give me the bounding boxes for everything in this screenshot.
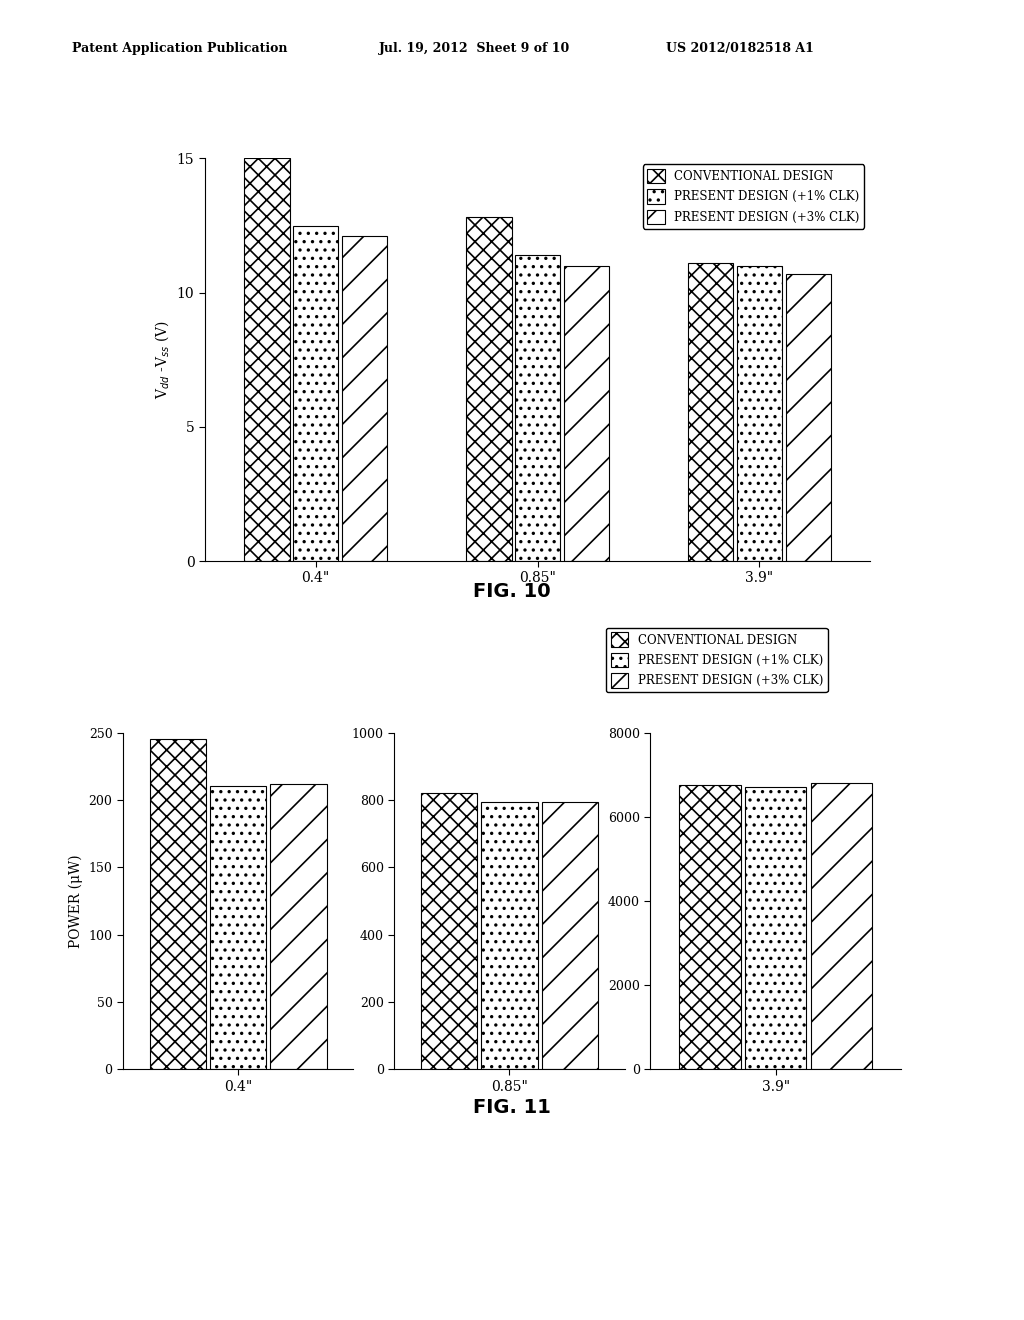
Bar [563, 265, 609, 561]
Bar [688, 263, 733, 561]
Bar [679, 785, 740, 1069]
Legend: CONVENTIONAL DESIGN, PRESENT DESIGN (+1% CLK), PRESENT DESIGN (+3% CLK): CONVENTIONAL DESIGN, PRESENT DESIGN (+1%… [642, 164, 864, 228]
Text: US 2012/0182518 A1: US 2012/0182518 A1 [666, 42, 813, 55]
Bar [421, 793, 477, 1069]
Bar [293, 226, 339, 561]
Bar [270, 784, 327, 1069]
Text: FIG. 10: FIG. 10 [473, 582, 551, 601]
Y-axis label: V$_{dd}$ -V$_{ss}$ (V): V$_{dd}$ -V$_{ss}$ (V) [154, 321, 171, 399]
Bar [244, 158, 290, 561]
Bar [736, 265, 782, 561]
Y-axis label: POWER (μW): POWER (μW) [69, 854, 83, 948]
Text: FIG. 11: FIG. 11 [473, 1098, 551, 1117]
Bar [210, 787, 266, 1069]
Text: Jul. 19, 2012  Sheet 9 of 10: Jul. 19, 2012 Sheet 9 of 10 [379, 42, 570, 55]
Bar [342, 236, 387, 561]
Bar [466, 218, 512, 561]
Bar [745, 787, 806, 1069]
Bar [811, 783, 872, 1069]
Text: Patent Application Publication: Patent Application Publication [72, 42, 287, 55]
Bar [785, 273, 831, 561]
Bar [150, 739, 206, 1069]
Bar [542, 801, 598, 1069]
Bar [515, 255, 560, 561]
Bar [481, 801, 538, 1069]
Legend: CONVENTIONAL DESIGN, PRESENT DESIGN (+1% CLK), PRESENT DESIGN (+3% CLK): CONVENTIONAL DESIGN, PRESENT DESIGN (+1%… [606, 628, 827, 692]
